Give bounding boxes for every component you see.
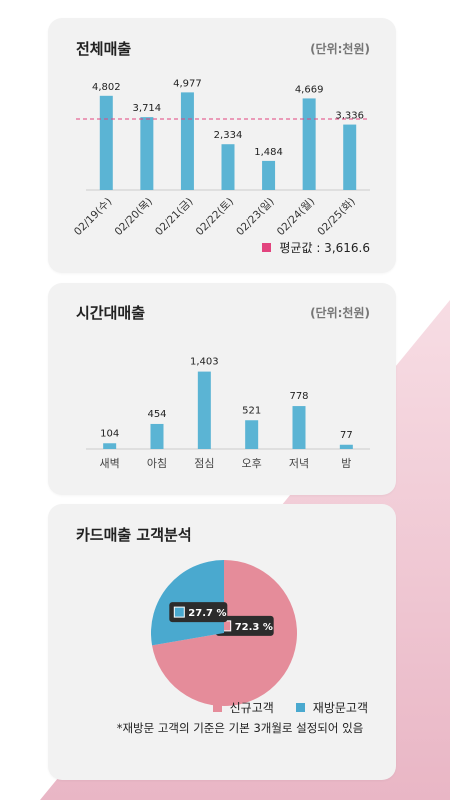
tick-label: 02/21(금) [153, 196, 196, 239]
bar [140, 117, 154, 190]
total-sales-title: 전체매출 [76, 40, 132, 58]
bar [197, 371, 211, 449]
legend-return-swatch [295, 703, 305, 712]
legend-return-label: 재방문고객 [312, 701, 368, 715]
bar [262, 160, 276, 190]
bar [221, 144, 235, 190]
bar [339, 444, 353, 449]
bar [245, 420, 259, 449]
total-sales-card: 전체매출 (단위:천원) 4,802 02/19(수) 3,714 02/20(목) 4… [48, 18, 396, 273]
hourly-sales-title: 시간대매출 [76, 304, 146, 322]
total-sales-chart: 4,802 02/19(수) 3,714 02/20(목) 4,977 02/21(금) 2… [72, 78, 370, 239]
customer-note: *재방문 고객의 기준은 기본 3개월로 설정되어 있음 [116, 721, 364, 735]
tick-label: 점심 [194, 457, 214, 470]
legend-new-swatch [212, 703, 222, 712]
data-label: 454 [147, 409, 166, 420]
tick-label: 밤 [341, 457, 351, 470]
total-sales-unit: (단위:천원) [310, 42, 370, 56]
data-label: 778 [289, 391, 308, 402]
legend-new-label: 신규고객 [229, 701, 274, 715]
tick-label: 아침 [147, 457, 167, 470]
data-label: 4,802 [92, 82, 121, 93]
data-label: 521 [242, 405, 261, 416]
average-legend-swatch [262, 243, 272, 252]
slice-label: 72.3 % [235, 622, 273, 633]
data-label: 104 [100, 428, 119, 439]
hourly-sales-unit: (단위:천원) [310, 306, 370, 320]
customer-pie-chart: 72.3 % 27.7 % [151, 560, 297, 706]
bar [180, 92, 194, 190]
slice-label: 27.7 % [188, 608, 226, 619]
data-label: 4,977 [173, 78, 202, 89]
data-label: 2,334 [214, 130, 243, 141]
tick-label: 저녁 [289, 457, 309, 470]
data-label: 77 [340, 430, 353, 441]
bar [150, 423, 164, 449]
tick-label: 오후 [242, 457, 262, 470]
slice-tooltip-swatch [173, 606, 185, 618]
data-label: 3,714 [133, 103, 162, 114]
pie-legend: 신규고객 재방문고객 [212, 699, 368, 716]
hourly-sales-chart: 104 새벽 454 아침 1,403 점심 521 오후 778 저녁 77 밤 [86, 357, 370, 470]
bar [343, 124, 357, 190]
tick-label: 02/24(월) [275, 196, 318, 239]
bar [99, 95, 113, 190]
hourly-sales-card: 시간대매출 (단위:천원) 104 새벽 454 아침 1,403 점심 521 오후 778 저… [48, 283, 396, 495]
data-label: 1,484 [254, 147, 283, 158]
data-label: 1,403 [190, 357, 219, 368]
data-label: 3,336 [335, 111, 364, 122]
tick-label: 02/23(일) [233, 195, 276, 238]
bar [292, 406, 306, 449]
bar [103, 443, 117, 449]
tick-label: 02/22(토) [194, 196, 237, 239]
data-label: 4,669 [295, 84, 324, 95]
card-customers-card: 카드매출 고객분석 72.3 % 27.7 % 신규고객 재방문고객 *재방문 고… [48, 504, 396, 780]
card-customers-title: 카드매출 고객분석 [76, 526, 192, 544]
tick-label: 02/19(수) [72, 196, 115, 239]
average-legend: 평균값 : 3,616.6 [262, 239, 370, 256]
tick-label: 02/20(목) [112, 196, 155, 239]
tick-label: 02/25(화) [315, 196, 358, 239]
bar [302, 98, 316, 190]
average-legend-label: 평균값 : 3,616.6 [279, 241, 370, 255]
tick-label: 새벽 [100, 457, 120, 470]
